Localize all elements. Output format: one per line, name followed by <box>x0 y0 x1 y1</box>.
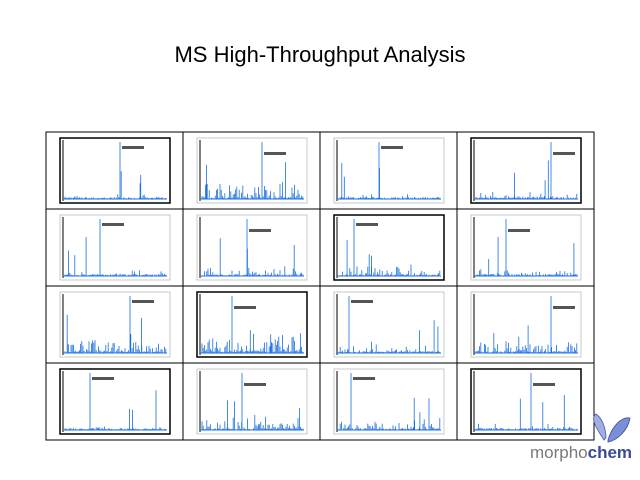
spectrum-trace <box>64 373 167 430</box>
peak-label <box>234 306 256 309</box>
spectrum-frame <box>333 291 445 358</box>
spectrum-trace <box>475 296 578 353</box>
peak-label <box>353 377 375 380</box>
peak-label <box>244 383 266 386</box>
spectrum-frame <box>59 291 171 358</box>
spectrum-trace <box>64 296 167 353</box>
butterfly-wing <box>607 417 631 443</box>
spectrum-trace <box>64 142 167 199</box>
peak-label <box>553 306 575 309</box>
peak-label <box>249 229 271 232</box>
spectrum-trace <box>338 373 441 430</box>
spectrum-frame <box>333 137 445 204</box>
peak-label <box>533 383 555 386</box>
spectrum-frame <box>59 368 171 435</box>
spectrum-frame <box>196 291 308 358</box>
spectrum-frame <box>59 137 171 204</box>
peak-label <box>92 377 114 380</box>
spectrum-trace <box>201 142 304 199</box>
spectrum-trace <box>201 296 304 353</box>
logo: morphochem <box>530 413 632 462</box>
spectrum-trace <box>475 373 578 430</box>
spectrum-trace <box>338 296 441 353</box>
logo-text: morphochem <box>530 443 632 462</box>
spectrum-frame <box>470 291 582 358</box>
peak-label <box>264 152 286 155</box>
spectrum-trace <box>201 373 304 430</box>
butterfly-wing <box>593 413 607 441</box>
slide-title: MS High-Throughput Analysis <box>174 42 465 67</box>
spectrum-trace <box>475 142 578 199</box>
spectrum-frame <box>333 214 445 281</box>
spectrum-frame <box>196 368 308 435</box>
spectrum-frame <box>333 368 445 435</box>
logo-part: morpho <box>530 443 588 462</box>
peak-label <box>553 152 575 155</box>
peak-label <box>351 300 373 303</box>
logo-part: chem <box>588 443 632 462</box>
spectrum-frame <box>196 214 308 281</box>
spectrum-trace <box>201 219 304 276</box>
spectrum-frame <box>196 137 308 204</box>
spectrum-trace <box>64 219 167 276</box>
spectrum-frame <box>470 368 582 435</box>
peak-label <box>508 229 530 232</box>
spectrum-frame <box>470 137 582 204</box>
peak-label <box>122 146 144 149</box>
spectrum-trace <box>338 142 441 199</box>
peak-label <box>132 300 154 303</box>
peak-label <box>356 223 378 226</box>
spectrum-trace <box>338 219 441 276</box>
spectrum-frame <box>59 214 171 281</box>
spectrum-frame <box>470 214 582 281</box>
spectra-grid <box>45 131 595 441</box>
peak-label <box>102 223 124 226</box>
peak-label <box>381 146 403 149</box>
spectrum-trace <box>475 219 578 276</box>
